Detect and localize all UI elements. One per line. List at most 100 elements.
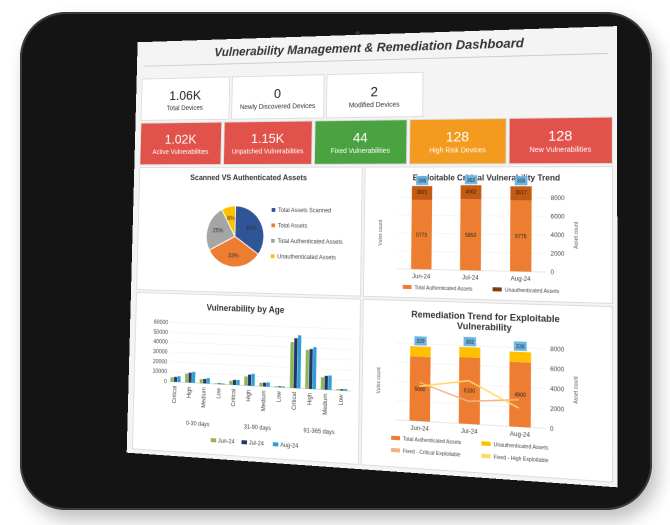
top-data-label: 330 xyxy=(516,344,525,351)
pie-legend-item: Total Assets Scanned xyxy=(272,208,332,214)
pie-legend-item: Total Assets xyxy=(271,223,307,229)
age-bar xyxy=(188,373,191,383)
age-bar xyxy=(297,335,301,388)
age-panel: Vulnerability by Age 60000 50000 40000 3000… xyxy=(132,292,361,465)
pie-slice-label: 35% xyxy=(245,226,256,232)
age-chart: 60000 50000 40000 30000 20000 10000 0 Critical H… xyxy=(133,293,360,464)
bar-data-label: 4900 xyxy=(514,392,526,399)
y-tick-label: 30000 xyxy=(153,349,168,356)
age-bar xyxy=(221,383,224,384)
legend-label: Jul-24 xyxy=(249,440,264,447)
right-tick-label: 4000 xyxy=(551,233,565,240)
age-bar xyxy=(305,350,309,389)
right-tick-label: 0 xyxy=(550,426,554,433)
kpi-value: 44 xyxy=(315,129,406,145)
legend-swatch xyxy=(481,454,490,459)
remediation-panel: Remediation Trend for Exploitable Vulner… xyxy=(361,299,614,483)
pie-panel: Scanned VS Authenticated Assets 35% 33% 25… xyxy=(136,167,363,297)
top-data-label: 302 xyxy=(466,339,475,346)
bar-series-1 xyxy=(510,351,532,362)
age-bar xyxy=(313,347,317,389)
kpi-modified-devices[interactable]: 2 Modified Devices xyxy=(326,72,424,119)
y-tick-label: 60000 xyxy=(154,320,169,327)
dashboard-screen: Vulnerability Management & Remediation D… xyxy=(127,26,618,487)
x-tick-label: Critical xyxy=(292,392,298,410)
legend-swatch xyxy=(493,287,502,291)
kpi-label: Fixed Vulnerabilities xyxy=(315,148,406,155)
age-bar xyxy=(321,377,325,389)
age-bar xyxy=(328,375,332,390)
legend-swatch xyxy=(211,438,216,442)
age-bar xyxy=(177,376,180,382)
pie-legend-label: Unauthenticated Assets xyxy=(277,254,336,261)
kpi-total-devices[interactable]: 1.06K Total Devices xyxy=(141,76,231,120)
mid-data-label: 3617 xyxy=(515,190,527,196)
kpi-value: 1.06K xyxy=(142,87,229,104)
x-tick-label: Critical xyxy=(231,389,237,407)
mid-data-label: 3821 xyxy=(417,190,428,196)
legend-label: Aug-24 xyxy=(280,442,298,449)
legend-label: Fixed - Critical Exploitable xyxy=(403,448,461,458)
y-left-label: Vulns count xyxy=(376,366,382,393)
remediation-chart: 80006000400020000Vulns count Asset count3… xyxy=(362,300,612,482)
y-tick-label: 20000 xyxy=(153,359,168,366)
mid-data-label: 4062 xyxy=(465,189,477,195)
kpi-value: 1.02K xyxy=(141,131,221,147)
kpi-label: Total Devices xyxy=(142,105,229,113)
age-bar xyxy=(340,389,343,391)
age-bar xyxy=(274,386,277,387)
group-label: 0-30 days xyxy=(186,421,210,429)
top-data-label: 306 xyxy=(517,178,526,184)
legend-label: Total Authenticated Assets xyxy=(403,436,462,446)
x-tick-label: Aug-24 xyxy=(511,276,531,283)
age-bar xyxy=(248,375,251,386)
legend-swatch xyxy=(391,436,400,441)
kpi-active-vulnerabilities[interactable]: 1.02K Active Vulnerabilities xyxy=(139,122,222,166)
x-tick-label: High xyxy=(308,393,314,406)
kpi-newly-discovered[interactable]: 0 Newly Discovered Devices xyxy=(231,74,325,119)
age-bar xyxy=(192,372,195,383)
age-bar xyxy=(282,386,285,387)
age-bar xyxy=(336,389,339,390)
gridline xyxy=(170,352,351,360)
right-tick-label: 8000 xyxy=(551,196,565,203)
age-bar xyxy=(174,377,177,382)
pie-slice-label: 33% xyxy=(228,253,239,259)
legend-swatch xyxy=(391,448,400,453)
age-bar xyxy=(263,383,266,387)
x-tick-label: Jun-24 xyxy=(411,425,429,433)
pie-chart: 35% 33% 25%8% xyxy=(137,168,362,296)
x-tick-label: High xyxy=(187,386,193,398)
kpi-label: Modified Devices xyxy=(327,101,422,109)
kpi-unpatched-vulnerabilities[interactable]: 1.15K Unpatched Vulnerabilities xyxy=(223,120,313,165)
bar-data-label: 5773 xyxy=(416,232,427,238)
right-tick-label: 2000 xyxy=(550,406,564,413)
trend-panel: Exploitable Critical Vulnerability Trend… xyxy=(363,166,613,304)
age-bar xyxy=(251,374,254,386)
legend-swatch xyxy=(242,440,248,444)
kpi-new-vulnerabilities[interactable]: 128 New Vulnerabilities xyxy=(509,116,613,164)
bar-data-label: 5775 xyxy=(515,234,527,241)
age-bar xyxy=(290,342,294,388)
legend-label: Unauthenticated Assets xyxy=(494,442,549,452)
right-tick-label: 4000 xyxy=(550,386,564,393)
bar-data-label: 5100 xyxy=(464,388,476,395)
x-tick-label: Low xyxy=(339,393,345,405)
right-tick-label: 8000 xyxy=(550,347,564,354)
legend-label: Unauthenticated Assets xyxy=(505,287,560,295)
y-tick-label: 50000 xyxy=(153,329,168,336)
bar-data-label: 5000 xyxy=(414,386,425,393)
pie-legend-item: Total Authenticated Assets xyxy=(271,239,343,246)
age-bar xyxy=(324,376,328,390)
age-bar xyxy=(185,373,188,382)
gridline xyxy=(171,332,352,339)
kpi-fixed-vulnerabilities[interactable]: 44 Fixed Vulnerabilities xyxy=(314,119,408,165)
trend-chart: 8000 6000 4000 2000 0 Vulns count Asset count 3… xyxy=(364,167,612,303)
bar-data-label: 5853 xyxy=(465,232,477,239)
legend-label: Total Authenticated Assets xyxy=(414,285,473,293)
age-bar xyxy=(309,349,313,389)
legend-swatch xyxy=(403,285,412,289)
pie-slice-label: 25% xyxy=(213,228,224,234)
kpi-high-risk-devices[interactable]: 128 High Risk Devices xyxy=(409,118,507,165)
pie-legend-label: Total Assets Scanned xyxy=(278,208,331,214)
